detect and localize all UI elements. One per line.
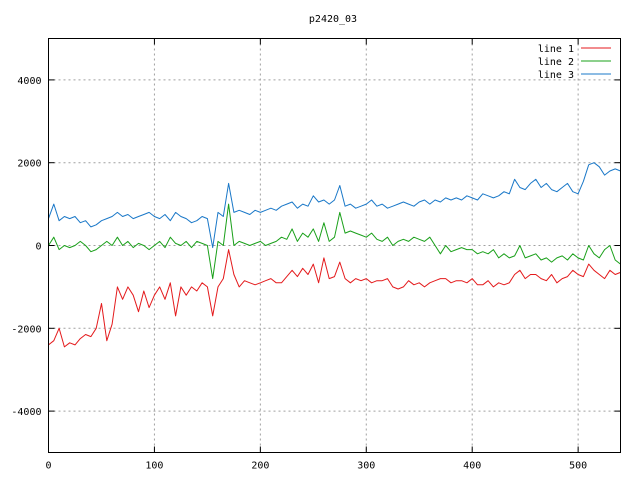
legend: line 1 line 2 line 3 xyxy=(538,44,611,81)
x-tick-label: 0 xyxy=(45,461,51,472)
y-tick-label: 4000 xyxy=(17,76,41,87)
legend-label-2: line 2 xyxy=(538,57,574,68)
y-tick-label: 2000 xyxy=(17,159,41,170)
y-tick-label: 0 xyxy=(35,242,41,253)
series-line-1 xyxy=(48,249,621,348)
y-tick-label: -2000 xyxy=(11,324,41,335)
x-tick-label: 500 xyxy=(569,461,587,472)
x-tick-label: 100 xyxy=(145,461,163,472)
x-tick-label: 300 xyxy=(357,461,375,472)
grid-lines xyxy=(48,38,621,453)
y-axis-ticks: -4000 -2000 0 2000 4000 xyxy=(11,76,621,418)
y-tick-label: -4000 xyxy=(11,407,41,418)
x-axis-ticks: 0 100 200 300 400 500 xyxy=(45,38,587,472)
x-tick-label: 200 xyxy=(251,461,269,472)
series-lines xyxy=(48,162,621,348)
series-line-3 xyxy=(48,162,621,249)
plot-frame xyxy=(48,38,621,453)
chart-title: p2420_03 xyxy=(309,14,357,25)
x-tick-label: 400 xyxy=(463,461,481,472)
legend-label-3: line 3 xyxy=(538,70,574,81)
series-line-2 xyxy=(48,203,621,280)
legend-label-1: line 1 xyxy=(538,44,574,55)
